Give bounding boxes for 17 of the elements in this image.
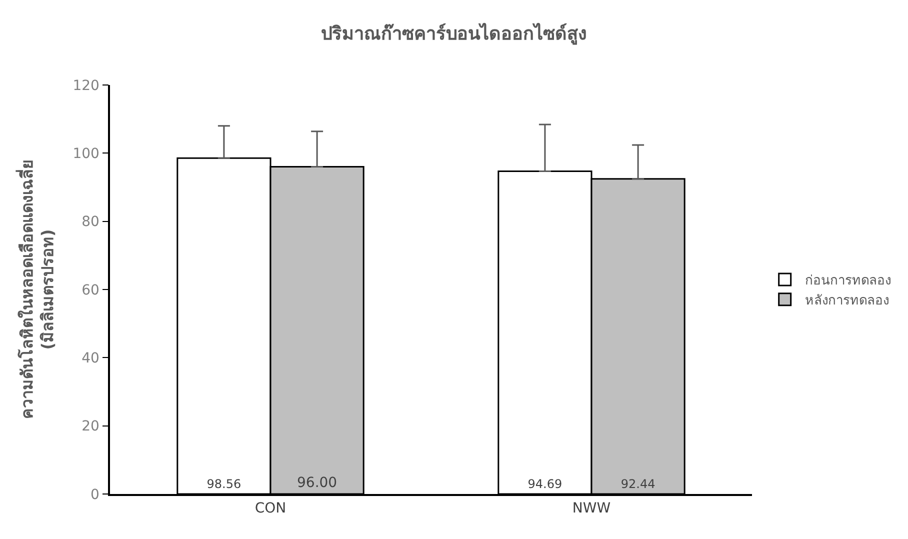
y-tick-label: 120 [72, 78, 100, 94]
data-label: 98.56 [206, 477, 242, 491]
x-tick-label: CON [254, 500, 286, 517]
data-label: 92.44 [620, 477, 656, 491]
legend-label: หลังการทดลอง [804, 293, 889, 308]
y-tick-label: 40 [82, 350, 100, 367]
chart-title: ปริมาณก๊าซคาร์บอนไดออกไซด์สูง [321, 22, 587, 46]
y-tick-label: 100 [72, 146, 100, 162]
legend-label: ก่อนการทดลอง [804, 274, 891, 289]
y-tick-label: 20 [82, 418, 100, 435]
y-axis-title: ความดันโลหิตในหลอดเลือดแดงเฉลี่ย (มิลลิเมตรปรอท) [15, 160, 58, 419]
y-tick-label: 0 [90, 486, 100, 503]
y-tick-label: 60 [82, 282, 100, 298]
data-label: 96.00 [297, 475, 338, 491]
y-tick-label: 80 [82, 214, 100, 230]
data-label: 94.69 [528, 477, 562, 491]
x-tick-label: NWW [572, 500, 611, 517]
